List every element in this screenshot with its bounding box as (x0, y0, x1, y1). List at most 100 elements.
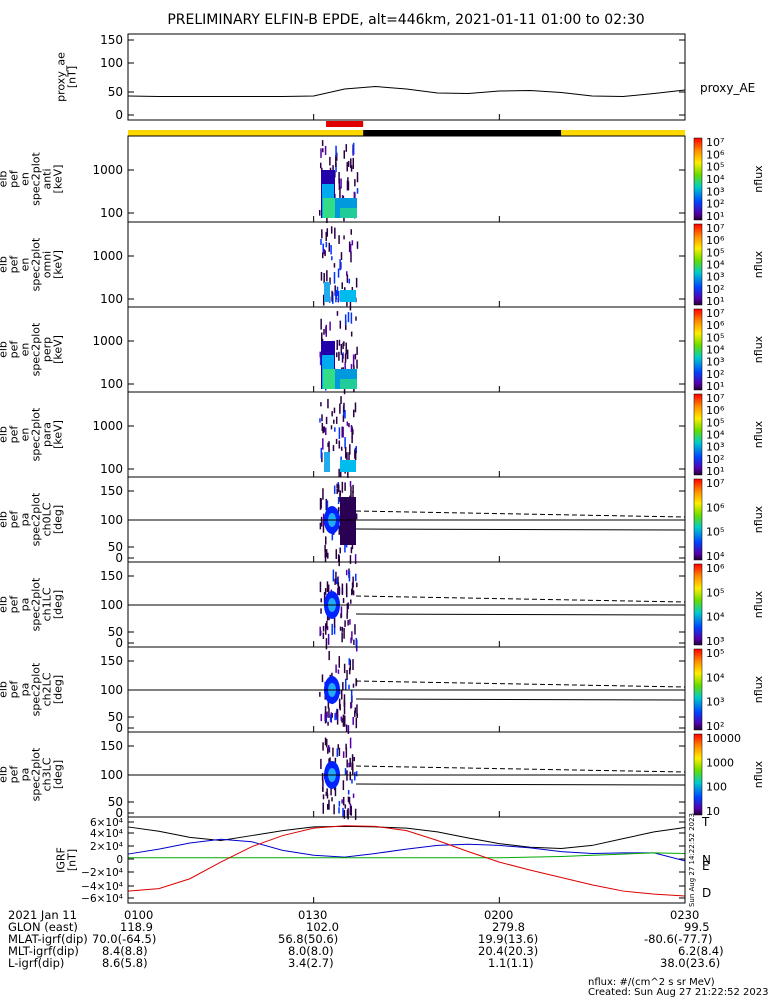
spectrogram-pixel (347, 181, 350, 191)
spectrogram-pixel (335, 145, 337, 158)
spectrogram-pixel (319, 626, 321, 637)
spectrogram-pixel (323, 249, 325, 255)
spectrogram-pixel (341, 282, 343, 289)
spectrogram-pixel (320, 402, 322, 407)
spectrogram-pixel (353, 756, 356, 762)
spectrogram-pixel (339, 403, 341, 414)
spectrogram-pixel (328, 651, 330, 661)
spectrogram-block (340, 290, 356, 302)
spectrogram-pixel (341, 632, 343, 643)
spectrogram-pixel (352, 590, 355, 596)
spectrogram-pixel (356, 582, 358, 588)
spectrogram-pixel (352, 409, 355, 418)
panel-frame (127, 391, 686, 478)
spectrogram-pixel (329, 277, 331, 285)
spectrogram-pixel (354, 451, 357, 461)
y-axis-label: anti (41, 168, 54, 189)
spectrogram-pixel (352, 793, 355, 798)
spectrogram-pixel (344, 353, 347, 363)
spectrogram-pixel (328, 745, 330, 751)
y-tick-label: −6×10⁴ (81, 893, 123, 905)
ephemeris-value: 20.4(20.3) (478, 944, 539, 958)
state-bar-segment (128, 130, 364, 136)
ephemeris-date: 2021 Jan 11 (8, 908, 77, 922)
spectrogram-pixel (347, 160, 350, 167)
spectrogram-pixel (325, 241, 328, 248)
y-tick-label: 2×10⁴ (90, 841, 123, 853)
legend-label: D (702, 886, 711, 900)
spectrogram-pixel (320, 758, 322, 769)
spectrogram-pixel (336, 709, 339, 715)
spectrogram-pixel (351, 754, 354, 766)
spectrogram-pixel (348, 667, 351, 675)
y-axis-label: pef (8, 255, 21, 274)
ephemeris-value: 279.8 (492, 920, 525, 934)
spectrogram-pixel (338, 656, 341, 668)
spectrogram-pixel (354, 554, 357, 565)
ephemeris-value: 19.9(13.6) (478, 932, 539, 946)
y-axis-label: pef (8, 340, 21, 359)
y-tick-label: 0 (115, 806, 123, 820)
spectrogram-pixel (325, 714, 328, 723)
spectrogram-pixel (326, 711, 328, 718)
spectrogram-pixel (346, 603, 349, 613)
colorbar-tick-label: 10³ (706, 635, 724, 648)
spectrogram-pixel (354, 808, 357, 821)
spectrogram-pixel (345, 583, 348, 595)
colorbar-title: nflux (752, 505, 765, 533)
spectrogram-pixel (332, 747, 334, 757)
spectrogram-pixel (345, 724, 348, 732)
colorbar-title: nflux (752, 165, 765, 193)
spectrogram-pixel (328, 799, 330, 810)
x-tick-label: 0100 (124, 908, 154, 922)
y-axis-label: pef (8, 765, 21, 784)
loss-cone-dashed (355, 510, 686, 518)
spectrogram-pixel (330, 244, 332, 255)
spectrogram-pixel (341, 354, 344, 363)
spectrogram-pixel (325, 549, 328, 558)
y-tick-label: 50 (108, 625, 123, 639)
spectrogram-pixel (340, 689, 343, 700)
spectrogram-pixel (350, 637, 352, 644)
ephemeris-value: 3.4(2.7) (288, 956, 334, 970)
x-tick-label: 0200 (484, 908, 514, 922)
spectrogram-pixel (326, 788, 328, 796)
y-tick-label: 0 (115, 721, 123, 735)
spectrogram-pixel (329, 156, 331, 166)
spectrogram-pixel (347, 725, 350, 734)
spectrogram-pixel (338, 698, 341, 709)
x-tick-label: 0230 (670, 908, 700, 922)
spectrogram-pixel (320, 714, 323, 722)
spectrogram-pixel (345, 747, 348, 758)
spectrogram-pixel (324, 706, 327, 717)
panels: proxy_ae[nT]150100500proxy_AEelbpefenspe… (0, 33, 765, 907)
spectrogram-pixel (320, 148, 322, 158)
spectrogram-pixel (332, 569, 335, 582)
y-axis-label: [keV] (52, 420, 65, 449)
spectrogram-pixel (341, 799, 343, 804)
ephemeris-label-glon: GLON (east) (8, 920, 78, 934)
y-tick-label: 150 (100, 654, 123, 668)
y-axis-label: IGRF (55, 847, 68, 873)
panel-frame (127, 306, 686, 393)
spectrogram-pixel (344, 620, 346, 628)
colorbar-tick-label: 10² (706, 453, 724, 466)
spectrogram-block (323, 198, 335, 218)
spectrogram-pixel (337, 582, 340, 589)
y-axis-label: proxy_ae (55, 52, 68, 102)
spectrogram-pixel (346, 452, 348, 464)
spectrogram-pixel (327, 721, 329, 726)
colorbar-tick-label: 10² (706, 368, 724, 381)
spectrogram-pixel (335, 438, 338, 444)
spectrogram-pixel (346, 421, 349, 426)
spectrogram-pixel (349, 481, 352, 487)
spectrogram-pixel (342, 796, 345, 806)
chart-title: PRELIMINARY ELFIN-B EPDE, alt=446km, 202… (167, 12, 644, 28)
spectrogram-pixel (348, 762, 350, 768)
colorbar (693, 563, 703, 646)
y-axis-label: [keV] (52, 165, 65, 194)
